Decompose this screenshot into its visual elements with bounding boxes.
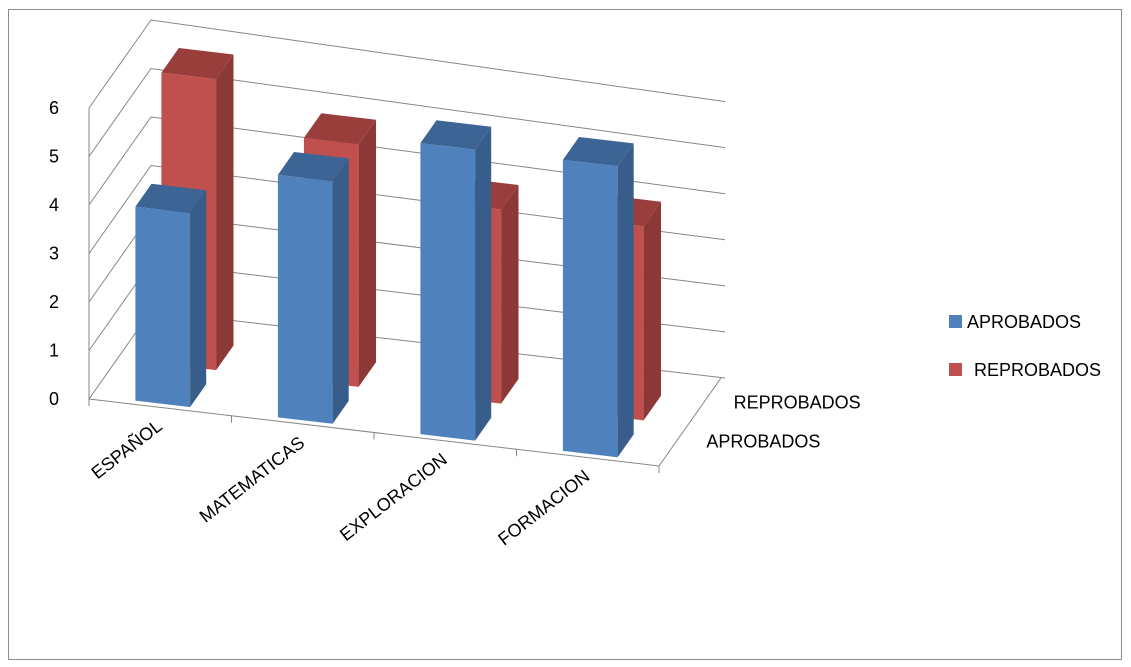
bar-side-reprobados bbox=[501, 185, 519, 404]
legend-swatch-reprobados bbox=[949, 363, 962, 376]
gridline bbox=[88, 67, 726, 157]
bar-top-reprobados bbox=[161, 48, 234, 80]
category-label: EXPLORACION bbox=[336, 449, 451, 545]
category-label: MATEMATICAS bbox=[196, 432, 309, 526]
bar-side-aprobados bbox=[190, 190, 207, 408]
category-label: FORMACION bbox=[494, 466, 593, 549]
bar-aprobados bbox=[135, 206, 191, 408]
bar-top-aprobados bbox=[135, 183, 207, 214]
y-tick-label: 3 bbox=[49, 244, 59, 264]
grid-lines bbox=[88, 19, 726, 473]
y-tick-label: 1 bbox=[49, 341, 59, 361]
chart-frame: 0 1 2 3 4 5 6 ESPAÑOL MATEMATICAS EXPLORACION FOR… bbox=[8, 9, 1122, 660]
bar-top-aprobados bbox=[277, 152, 349, 182]
bar-side-reprobados bbox=[216, 54, 234, 371]
gridline bbox=[88, 116, 726, 206]
legend-swatch-aprobados bbox=[949, 315, 962, 328]
gridline bbox=[88, 19, 726, 109]
x-axis-labels: ESPAÑOL MATEMATICAS EXPLORACION FORMACION bbox=[87, 415, 593, 550]
bar-side-aprobados bbox=[617, 143, 634, 458]
bar-aprobados bbox=[277, 174, 333, 424]
bar-side-aprobados bbox=[332, 158, 349, 424]
bar-top-aprobados bbox=[420, 120, 492, 150]
depth-axis-label: REPROBADOS bbox=[734, 393, 861, 413]
depth-axis-line bbox=[658, 377, 722, 467]
bars bbox=[135, 48, 661, 458]
y-tick-label: 2 bbox=[49, 292, 59, 312]
y-tick-label: 6 bbox=[49, 98, 59, 118]
depth-axis-labels: REPROBADOS APROBADOS bbox=[706, 393, 860, 452]
y-axis-ticks: 0 1 2 3 4 5 6 bbox=[49, 98, 59, 409]
legend-label-reprobados: REPROBADOS bbox=[974, 360, 1102, 380]
y-tick-label: 4 bbox=[49, 195, 59, 215]
bar-top-aprobados bbox=[562, 137, 634, 167]
bar-top-reprobados bbox=[303, 113, 376, 145]
gridline bbox=[88, 164, 726, 254]
depth-axis-label: APROBADOS bbox=[706, 431, 820, 451]
bar-aprobados bbox=[420, 143, 476, 441]
bar-aprobados bbox=[562, 159, 618, 458]
chart-plot: 0 1 2 3 4 5 6 ESPAÑOL MATEMATICAS EXPLORACION FOR… bbox=[49, 19, 861, 550]
y-tick-label: 0 bbox=[49, 389, 59, 409]
y-tick-label: 5 bbox=[49, 147, 59, 167]
category-label: ESPAÑOL bbox=[87, 415, 166, 483]
bar-side-reprobados bbox=[643, 201, 661, 421]
legend-label-aprobados: APROBADOS bbox=[967, 312, 1082, 332]
bar-side-aprobados bbox=[475, 126, 492, 441]
bar-side-reprobados bbox=[358, 119, 376, 387]
